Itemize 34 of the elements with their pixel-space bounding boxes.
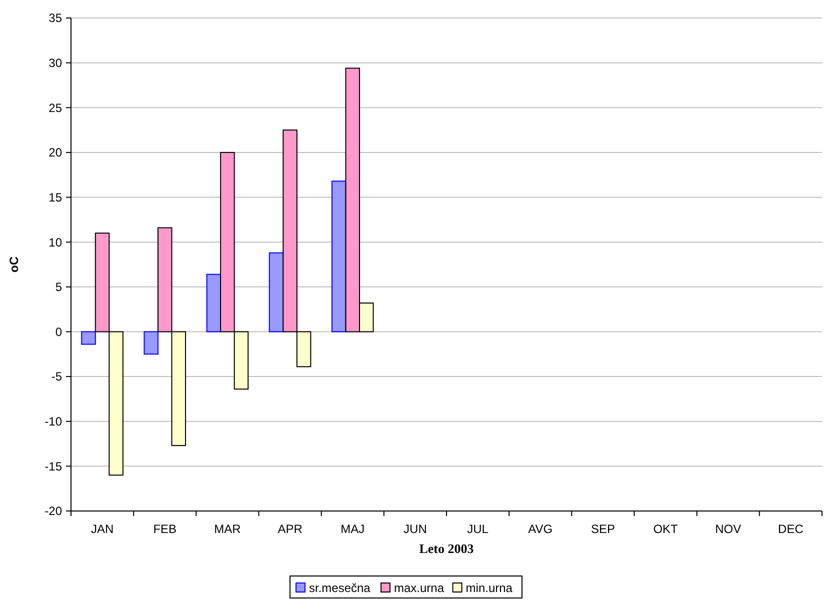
x-tick-label: DEC (778, 522, 804, 536)
y-tick-label: -10 (44, 414, 62, 429)
x-tick-label: SEP (590, 522, 615, 536)
x-tick-label: JUN (404, 522, 427, 536)
x-tick-label: AVG (528, 522, 553, 536)
bar (268, 252, 284, 332)
y-tick-label: 30 (48, 56, 62, 70)
x-tick-label: MAR (214, 522, 242, 536)
bar (81, 331, 96, 345)
x-tick-label: OKT (653, 522, 679, 536)
y-tick-label: 35 (48, 11, 62, 26)
y-tick-label: 0 (55, 324, 62, 339)
y-tick-label: 20 (48, 146, 62, 160)
legend-label: sr.mesečna (309, 581, 371, 595)
y-tick-label: 10 (48, 235, 62, 250)
y-tick-label: -20 (44, 504, 62, 518)
legend-label: min.urna (466, 581, 513, 595)
y-tick-label: -15 (44, 459, 62, 474)
x-axis-title: Leto 2003 (419, 541, 474, 556)
x-tick-label: JAN (90, 522, 114, 536)
x-tick-label: FEB (153, 522, 177, 536)
x-tick-label: JUL (467, 522, 489, 536)
y-tick-label: 15 (48, 190, 62, 204)
y-tick-label: -5 (51, 370, 62, 384)
x-tick-label: APR (278, 522, 303, 536)
x-tick-label: NOV (715, 522, 742, 536)
legend-label: max.urna (394, 581, 444, 595)
bar (331, 180, 346, 332)
x-tick-label: MAJ (340, 522, 365, 536)
y-tick-label: 25 (48, 100, 62, 115)
bar (206, 274, 222, 332)
bar (144, 331, 158, 355)
y-axis-title: oC (7, 256, 21, 272)
y-tick-label: 5 (55, 280, 62, 294)
